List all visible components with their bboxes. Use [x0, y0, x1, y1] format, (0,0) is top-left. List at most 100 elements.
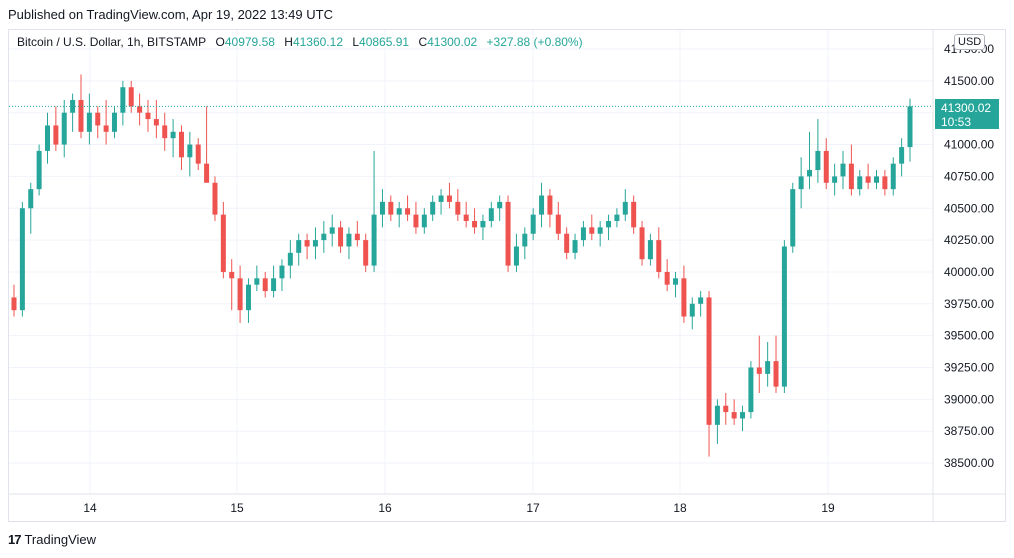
candle-body [178, 131, 184, 158]
grid-lines [9, 30, 933, 494]
candle-body [254, 278, 260, 285]
y-tick-label: 41000.00 [944, 138, 994, 152]
candle-body [455, 201, 461, 215]
candle-body [848, 163, 854, 190]
candle-body [614, 214, 620, 221]
price-axis: 41750.0041500.0041250.0041000.0040750.00… [932, 30, 994, 522]
candle-body [857, 176, 863, 190]
candle-body [681, 278, 687, 317]
candle-body [874, 176, 880, 183]
candle-body [639, 227, 645, 260]
candle-body [262, 278, 268, 292]
candle-body [153, 119, 159, 126]
candle-body [346, 233, 352, 247]
candle-body [338, 227, 344, 247]
candle-body [480, 220, 486, 228]
candle-body [36, 150, 42, 190]
y-tick-label: 39750.00 [944, 297, 994, 311]
candle-body [547, 195, 553, 215]
last-price-tag: 41300.02 10:53 [935, 99, 999, 129]
candle-body [740, 412, 746, 419]
candle-body [823, 150, 829, 183]
candle-body [781, 246, 787, 387]
candle-body [714, 405, 720, 425]
candle-body [882, 176, 888, 190]
x-tick-label: 17 [526, 501, 540, 515]
candle-body [798, 176, 804, 190]
published-note: Published on TradingView.com, Apr 19, 20… [8, 7, 333, 22]
candle-body [597, 227, 603, 234]
candles [11, 74, 913, 457]
open-label: O [215, 35, 225, 49]
candle-body [11, 297, 17, 311]
candle-body [421, 214, 427, 228]
currency-button[interactable]: USD [954, 34, 986, 50]
last-price-value: 41300.02 [941, 101, 992, 115]
y-tick-label: 41500.00 [944, 74, 994, 88]
candle-body [807, 170, 813, 177]
candle-body [19, 208, 25, 311]
candle-body [86, 112, 92, 132]
candle-body [61, 112, 67, 145]
candle-body [580, 227, 586, 241]
candle-body [78, 99, 84, 132]
y-tick-label: 38500.00 [944, 456, 994, 470]
candle-body [363, 240, 369, 266]
y-tick-label: 38750.00 [944, 424, 994, 438]
candle-body [321, 233, 327, 241]
candle-body [220, 214, 226, 272]
footer-brand[interactable]: 17 TradingView [8, 532, 96, 547]
candle-body [446, 195, 452, 202]
y-tick-label: 40000.00 [944, 265, 994, 279]
candle-body [296, 240, 302, 253]
candle-body [723, 405, 729, 413]
candle-body [245, 284, 251, 311]
candle-body [505, 201, 511, 266]
candle-body [689, 303, 695, 317]
candle-body [564, 233, 570, 253]
candle-body [815, 150, 821, 171]
candle-body [899, 147, 905, 164]
candle-body [539, 195, 545, 215]
candle-body [472, 220, 478, 228]
candle-body [865, 176, 871, 183]
x-tick-label: 14 [83, 501, 97, 515]
y-tick-label: 40250.00 [944, 233, 994, 247]
x-tick-label: 15 [230, 501, 244, 515]
candle-body [354, 233, 360, 241]
x-tick-label: 19 [821, 501, 835, 515]
candle-body [463, 214, 469, 221]
candle-body [371, 214, 377, 266]
brand-name: TradingView [24, 532, 97, 547]
candle-body [413, 214, 419, 228]
candle-body [606, 220, 612, 228]
candle-body [488, 208, 494, 221]
candle-body [44, 125, 50, 151]
bar-countdown: 10:53 [941, 115, 972, 129]
candle-body [145, 112, 151, 120]
candle-body [95, 112, 101, 126]
candle-body [128, 87, 134, 107]
candle-body [622, 201, 628, 215]
candle-body [664, 271, 670, 285]
y-tick-label: 40750.00 [944, 169, 994, 183]
candle-body [237, 278, 243, 311]
tradingview-logo-icon: 17 [8, 532, 22, 547]
candle-body [647, 240, 653, 260]
y-tick-label: 39000.00 [944, 392, 994, 406]
low-label: L [352, 35, 360, 49]
candle-body [137, 106, 143, 113]
x-tick-label: 18 [673, 501, 687, 515]
candle-body [522, 233, 528, 247]
candle-body [589, 227, 595, 234]
candle-body [698, 297, 704, 304]
high-label: H [284, 35, 293, 49]
candle-body [28, 189, 34, 209]
candle-body [279, 265, 285, 279]
close-value: 41300.02 [427, 35, 478, 49]
candle-body [304, 240, 310, 247]
candle-body [329, 227, 335, 234]
candle-body [530, 214, 536, 234]
candle-body [438, 195, 444, 202]
